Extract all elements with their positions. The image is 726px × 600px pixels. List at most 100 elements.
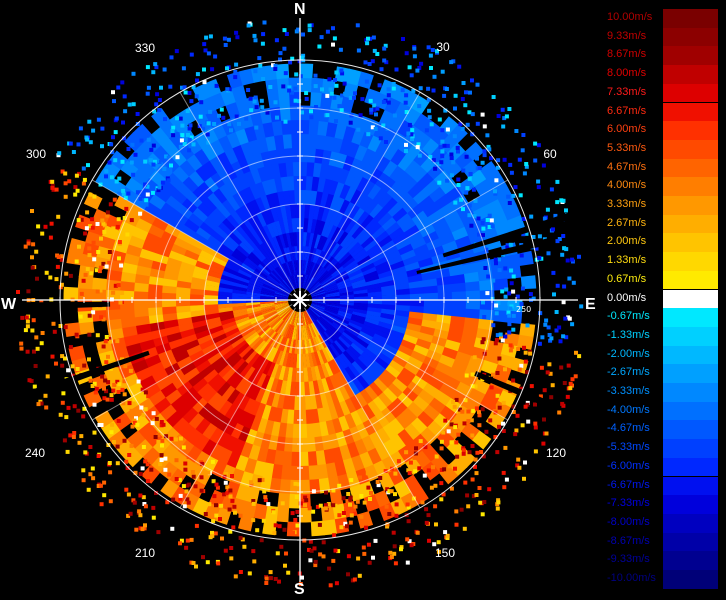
velocity-cell (242, 259, 257, 271)
velocity-cell (351, 360, 365, 376)
velocity-speckle-cell (495, 506, 500, 511)
velocity-speckle-cell (65, 449, 70, 454)
velocity-cell (131, 168, 150, 186)
velocity-cell (359, 195, 374, 212)
velocity-cell (415, 250, 432, 263)
velocity-cell (248, 312, 263, 320)
beam-gap (15, 301, 111, 310)
velocity-speckle-cell (70, 364, 75, 369)
velocity-cell (269, 271, 282, 283)
velocity-speckle-cell (251, 501, 256, 506)
velocity-speckle-cell (463, 480, 468, 485)
velocity-speckle-cell (563, 316, 568, 321)
velocity-speckle-cell (143, 390, 148, 395)
velocity-cell (316, 234, 325, 250)
velocity-cell (354, 144, 369, 162)
velocity-cell (359, 388, 374, 405)
velocity-cell (178, 267, 194, 278)
velocity-speckle-cell (178, 144, 183, 149)
velocity-speckle-cell (122, 392, 127, 397)
velocity-cell (249, 277, 264, 286)
velocity-cell (374, 411, 390, 429)
velocity-cell (256, 244, 269, 259)
velocity-cell (302, 245, 306, 261)
velocity-cell (135, 217, 153, 233)
velocity-speckle-cell (443, 418, 448, 423)
velocity-speckle-cell (191, 561, 196, 565)
velocity-speckle-cell (171, 125, 176, 130)
velocity-speckle-cell (273, 63, 278, 68)
velocity-cell (397, 344, 414, 357)
velocity-speckle-cell (366, 542, 371, 547)
velocity-speckle-cell (131, 71, 136, 76)
velocity-cell (243, 218, 256, 234)
velocity-speckle-cell (87, 332, 92, 337)
velocity-cell (335, 316, 350, 325)
velocity-cell (313, 233, 322, 249)
velocity-speckle-cell (546, 325, 551, 330)
velocity-cell (288, 339, 294, 354)
velocity-speckle-cell (155, 158, 159, 163)
velocity-cell (239, 204, 253, 220)
velocity-speckle-cell (85, 137, 90, 142)
colorbar-entry: 6.00m/s (605, 121, 718, 140)
velocity-speckle-cell (290, 56, 295, 61)
velocity-cell (112, 412, 132, 431)
velocity-speckle-cell (366, 36, 370, 41)
velocity-speckle-cell (470, 132, 475, 137)
velocity-cell (194, 417, 211, 435)
velocity-cell (267, 254, 279, 268)
velocity-speckle-cell (112, 99, 116, 104)
velocity-cell (348, 241, 362, 255)
velocity-cell (374, 443, 391, 462)
velocity-cell (235, 244, 250, 258)
velocity-cell (321, 237, 332, 252)
velocity-cell (274, 303, 289, 310)
colorbar-entry: -4.67m/s (605, 420, 718, 440)
velocity-cell (283, 323, 291, 338)
velocity-speckle-cell (85, 267, 90, 272)
velocity-speckle-cell (111, 290, 116, 295)
velocity-cell (455, 381, 474, 398)
velocity-cell (260, 374, 271, 391)
velocity-cell (381, 126, 398, 145)
velocity-speckle-cell (115, 444, 120, 449)
velocity-cell (170, 344, 187, 357)
velocity-speckle-cell (445, 536, 450, 540)
velocity-speckle-cell (473, 457, 478, 462)
velocity-cell (310, 287, 325, 296)
velocity-cell (254, 356, 266, 372)
velocity-cell (202, 126, 219, 145)
velocity-cell (343, 383, 356, 399)
velocity-speckle-cell (484, 247, 489, 252)
velocity-speckle-cell (119, 382, 124, 387)
velocity-cell (275, 335, 284, 350)
velocity-cell (292, 423, 300, 439)
azimuth-spoke (179, 91, 301, 301)
velocity-cell (413, 344, 430, 357)
velocity-cell (226, 258, 242, 270)
velocity-speckle-cell (202, 42, 207, 47)
velocity-cell (188, 170, 205, 188)
velocity-speckle-cell (445, 127, 450, 132)
velocity-cell (321, 276, 335, 286)
velocity-speckle-cell (180, 123, 185, 128)
colorbar-entry: 8.67m/s (605, 46, 718, 66)
velocity-speckle-cell (424, 520, 429, 525)
velocity-speckle-cell (135, 190, 140, 195)
velocity-speckle-cell (485, 218, 490, 222)
velocity-cell (230, 176, 245, 193)
colorbar-swatch (663, 9, 718, 28)
velocity-cell (382, 160, 399, 178)
velocity-speckle-cell (259, 538, 264, 543)
velocity-cell (297, 311, 300, 327)
velocity-speckle-cell (465, 186, 470, 191)
velocity-cell (191, 271, 208, 281)
velocity-speckle (15, 20, 588, 588)
velocity-cell (287, 324, 294, 340)
velocity-cell (262, 310, 277, 319)
velocity-cell (275, 289, 290, 296)
velocity-speckle-cell (372, 48, 377, 53)
velocity-cell (480, 359, 499, 376)
radar-velocity-view[interactable]: N S E W 30 60 120 150 210 240 300 330 25… (0, 0, 600, 600)
